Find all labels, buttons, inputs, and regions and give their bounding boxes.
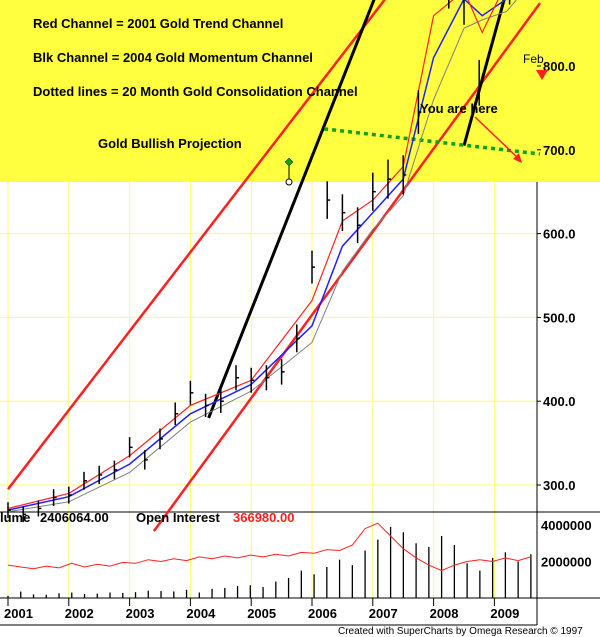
price-bar bbox=[387, 159, 391, 199]
price-bar bbox=[22, 506, 27, 523]
price-bar bbox=[417, 90, 422, 134]
volume-bars bbox=[7, 522, 532, 598]
year-tick-label-2009: 2009 bbox=[490, 606, 519, 621]
price-bar bbox=[463, 0, 465, 25]
feb-marker-icon bbox=[536, 70, 548, 80]
year-tick-label-2005: 2005 bbox=[247, 606, 276, 621]
year-tick-label-2006: 2006 bbox=[308, 606, 337, 621]
price-bar bbox=[174, 402, 179, 426]
volume-label: lume bbox=[0, 510, 30, 525]
price-tick-labels: 1400120011001000.0900.0800.0700.0600.050… bbox=[537, 59, 592, 570]
price-bar bbox=[296, 324, 300, 353]
volume-tick-label-4000000: 4000000 bbox=[541, 518, 592, 533]
price-tick-label-500.0: 500.0 bbox=[543, 310, 576, 325]
price-bar bbox=[372, 172, 376, 211]
price-bar bbox=[68, 486, 72, 504]
you-are-here-arrow-head bbox=[513, 153, 522, 163]
yellow-projection-panel bbox=[0, 0, 600, 182]
price-bar bbox=[128, 437, 133, 458]
credit-text: Created with SuperCharts by Omega Resear… bbox=[338, 626, 583, 637]
price-bar bbox=[159, 428, 163, 450]
price-bar bbox=[7, 502, 11, 519]
price-bar bbox=[220, 389, 224, 413]
year-tick-label-2004: 2004 bbox=[186, 606, 216, 621]
black-channel-upper bbox=[207, 0, 376, 419]
annotation-feb: Feb bbox=[523, 52, 544, 66]
price-bar bbox=[478, 59, 483, 106]
price-bar bbox=[265, 365, 270, 391]
open-interest-line bbox=[7, 522, 532, 572]
year-tick-label-2001: 2001 bbox=[4, 606, 33, 621]
annotation-you-are-here: You are here bbox=[420, 101, 498, 116]
price-bar bbox=[204, 393, 209, 417]
price-panel bbox=[0, 182, 537, 512]
open-interest-value: 366980.00 bbox=[233, 510, 294, 525]
annotation-dotted-lines: Dotted lines = 20 Month Gold Consolidati… bbox=[33, 84, 358, 99]
year-tick-labels: 2001 2002 2003 2004 2005 2006 2007 2008 2009 bbox=[4, 606, 519, 621]
red-channel-lower bbox=[152, 2, 542, 532]
year-tick-label-2008: 2008 bbox=[430, 606, 459, 621]
open-interest-label: Open Interest bbox=[136, 510, 220, 525]
price-bar bbox=[235, 365, 239, 391]
year-tick-label-2007: 2007 bbox=[369, 606, 398, 621]
price-bar bbox=[326, 181, 331, 219]
price-bar bbox=[356, 207, 361, 244]
price-bar bbox=[98, 465, 103, 485]
price-bar bbox=[37, 500, 42, 517]
handle-top-icon[interactable] bbox=[284, 157, 294, 167]
price-bar bbox=[341, 194, 346, 231]
price-bar bbox=[113, 460, 118, 480]
price-tick-label-400.0: 400.0 bbox=[543, 394, 576, 409]
price-tick-label-600.0: 600.0 bbox=[543, 227, 576, 242]
ma-slow-line bbox=[7, 0, 517, 513]
volume-value: 2406064.00 bbox=[40, 510, 109, 525]
you-are-here-arrow-line bbox=[474, 116, 520, 160]
price-bar bbox=[280, 359, 285, 385]
price-tick-label-300.0: 300.0 bbox=[543, 478, 576, 493]
price-bar bbox=[189, 380, 194, 405]
volume-tick-label-2000000: 2000000 bbox=[541, 555, 592, 570]
annotation-black-channel: Blk Channel = 2004 Gold Momentum Channel bbox=[33, 50, 313, 65]
annotation-projection: Gold Bullish Projection bbox=[98, 136, 242, 151]
price-bar bbox=[402, 155, 407, 195]
price-bars bbox=[7, 0, 511, 523]
price-tick-label-800.0: 800.0 bbox=[543, 59, 576, 74]
year-tick-label-2003: 2003 bbox=[126, 606, 155, 621]
annotation-red-channel: Red Channel = 2001 Gold Trend Channel bbox=[33, 16, 283, 31]
price-bar bbox=[83, 471, 87, 490]
price-bar bbox=[52, 489, 57, 506]
red-channel-upper bbox=[7, 0, 387, 490]
channel-lines bbox=[7, 0, 542, 532]
price-bar bbox=[311, 250, 315, 284]
handle-bottom-icon[interactable] bbox=[285, 178, 293, 186]
price-bar bbox=[250, 367, 255, 393]
price-tick-label-700.0: 700.0 bbox=[543, 143, 576, 158]
black-channel-lower bbox=[462, 0, 506, 147]
year-tick-label-2002: 2002 bbox=[65, 606, 94, 621]
price-bar bbox=[144, 450, 148, 470]
